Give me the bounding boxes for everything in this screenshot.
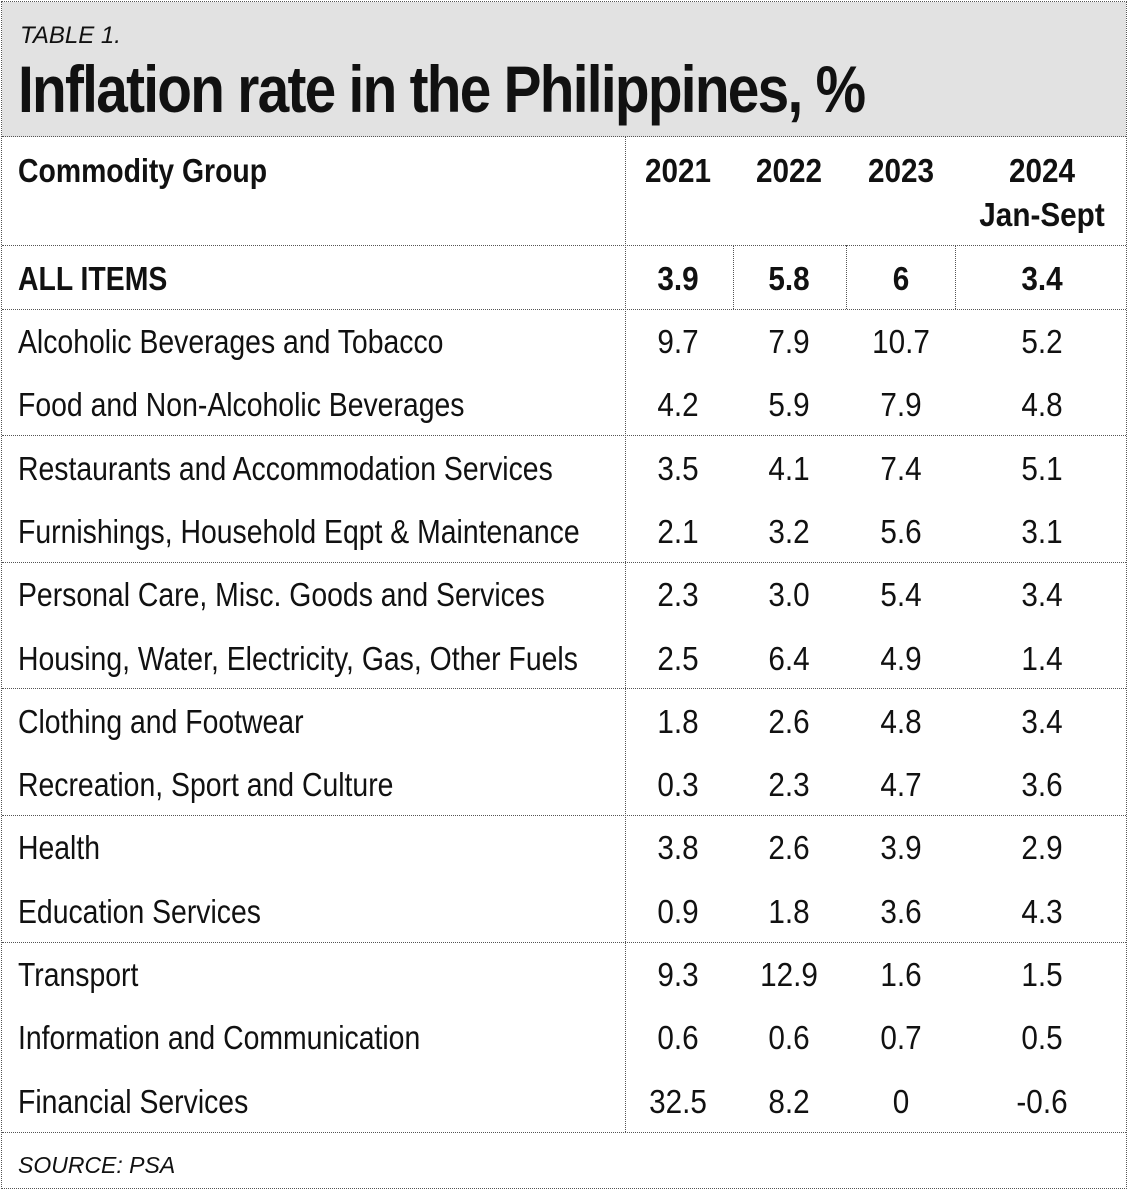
table-cell-value: 0.5 <box>1021 1019 1063 1056</box>
column-header-subtitle: Jan-Sept <box>979 196 1105 233</box>
table-cell-value: 3.4 <box>1021 703 1063 740</box>
source-note: SOURCE: PSA <box>18 1152 176 1178</box>
table-cell-value: 3.6 <box>880 893 922 930</box>
table-cell-value: 4.9 <box>880 640 922 677</box>
table-label: TABLE 1. <box>20 22 121 49</box>
row-separator <box>2 688 1126 689</box>
table-cell-value: 2.9 <box>1021 829 1063 866</box>
table-cell-value: 3.5 <box>657 450 699 487</box>
table-row-label: Alcoholic Beverages and Tobacco <box>18 323 444 360</box>
table-cell-value: 2.5 <box>657 640 699 677</box>
table-cell-value: 7.4 <box>880 450 922 487</box>
table-row-label: Transport <box>18 956 139 993</box>
total-row-label: ALL ITEMS <box>18 260 168 297</box>
table-cell-value: 3.9 <box>880 829 922 866</box>
table-cell-value: 8.2 <box>768 1083 810 1120</box>
table-cell-value: 10.7 <box>872 323 930 360</box>
table-cell-value: 2.3 <box>657 576 699 613</box>
column-header-year: 2023 <box>867 152 935 189</box>
table-cell-value: 3.0 <box>768 576 810 613</box>
table-cell-value: 3.6 <box>1021 766 1063 803</box>
table-cell-value: 5.4 <box>880 576 922 613</box>
table-cell-value: 1.5 <box>1021 956 1063 993</box>
column-header-year: 2022 <box>755 152 823 189</box>
table-cell-value: 5.9 <box>768 386 810 423</box>
table-row-label: Furnishings, Household Eqpt & Maintenanc… <box>18 513 580 550</box>
table-cell-value: 2.3 <box>768 766 810 803</box>
row-separator <box>2 942 1126 943</box>
table-cell-value: 0.9 <box>657 893 699 930</box>
title-block: TABLE 1. Inflation rate in the Philippin… <box>2 2 1126 137</box>
table-cell-value: 12.9 <box>760 956 818 993</box>
table-row-label: Food and Non-Alcoholic Beverages <box>18 386 465 423</box>
table-row-label: Information and Communication <box>18 1019 421 1056</box>
table-row-label: Restaurants and Accommodation Services <box>18 450 553 487</box>
table-cell-value: 2.1 <box>657 513 699 550</box>
table-cell-value: 32.5 <box>649 1083 707 1120</box>
column-header-year: 2024 <box>1008 152 1076 189</box>
table-cell-value: 1.8 <box>768 893 810 930</box>
table-cell-value: 6.4 <box>768 640 810 677</box>
column-header-commodity-group: Commodity Group <box>18 152 268 189</box>
column-separator <box>625 136 626 1132</box>
table-cell-value: 7.9 <box>768 323 810 360</box>
table-cell-value: 7.9 <box>880 386 922 423</box>
table-title: Inflation rate in the Philippines, % <box>18 52 866 126</box>
table-cell-value: 4.3 <box>1021 893 1063 930</box>
table-row-label: Health <box>18 829 101 866</box>
total-row-value: 3.4 <box>1021 260 1063 297</box>
table-cell-value: 2.6 <box>768 703 810 740</box>
table-cell-value: 3.1 <box>1021 513 1063 550</box>
column-header-year: 2021 <box>644 152 712 189</box>
table-cell-value: 5.1 <box>1021 450 1063 487</box>
table-row-label: Education Services <box>18 893 261 930</box>
column-separator <box>846 245 847 309</box>
total-row-value: 3.9 <box>657 260 699 297</box>
table-cell-value: 4.8 <box>1021 386 1063 423</box>
table-cell-value: 3.4 <box>1021 576 1063 613</box>
table-row-label: Clothing and Footwear <box>18 703 304 740</box>
table-cell-value: 4.2 <box>657 386 699 423</box>
row-separator <box>2 1132 1126 1133</box>
table-cell-value: 1.4 <box>1021 640 1063 677</box>
table-cell-value: 0.6 <box>657 1019 699 1056</box>
table-cell-value: 5.2 <box>1021 323 1063 360</box>
table-cell-value: 4.1 <box>768 450 810 487</box>
table-cell-value: 1.8 <box>657 703 699 740</box>
table-cell-value: 1.6 <box>880 956 922 993</box>
row-separator <box>2 245 1126 246</box>
table-cell-value: 0.7 <box>880 1019 922 1056</box>
table-cell-value: -0.6 <box>1016 1083 1068 1120</box>
table-cell-value: 3.2 <box>768 513 810 550</box>
total-row-value: 6 <box>892 260 910 297</box>
row-separator <box>2 309 1126 310</box>
table-cell-value: 9.3 <box>657 956 699 993</box>
table-row-label: Personal Care, Misc. Goods and Services <box>18 576 545 613</box>
row-separator <box>2 562 1126 563</box>
table-cell-value: 4.7 <box>880 766 922 803</box>
column-separator <box>955 245 956 309</box>
row-separator <box>2 815 1126 816</box>
table-row-label: Financial Services <box>18 1083 249 1120</box>
column-separator <box>733 245 734 309</box>
table-cell-value: 4.8 <box>880 703 922 740</box>
table-cell-value: 0 <box>892 1083 910 1120</box>
table-cell-value: 0.3 <box>657 766 699 803</box>
table-row-label: Recreation, Sport and Culture <box>18 766 394 803</box>
row-separator <box>2 435 1126 436</box>
table-row-label: Housing, Water, Electricity, Gas, Other … <box>18 640 578 677</box>
table-cell-value: 9.7 <box>657 323 699 360</box>
table-cell-value: 5.6 <box>880 513 922 550</box>
table-cell-value: 2.6 <box>768 829 810 866</box>
table-cell-value: 0.6 <box>768 1019 810 1056</box>
table-cell-value: 3.8 <box>657 829 699 866</box>
total-row-value: 5.8 <box>768 260 810 297</box>
